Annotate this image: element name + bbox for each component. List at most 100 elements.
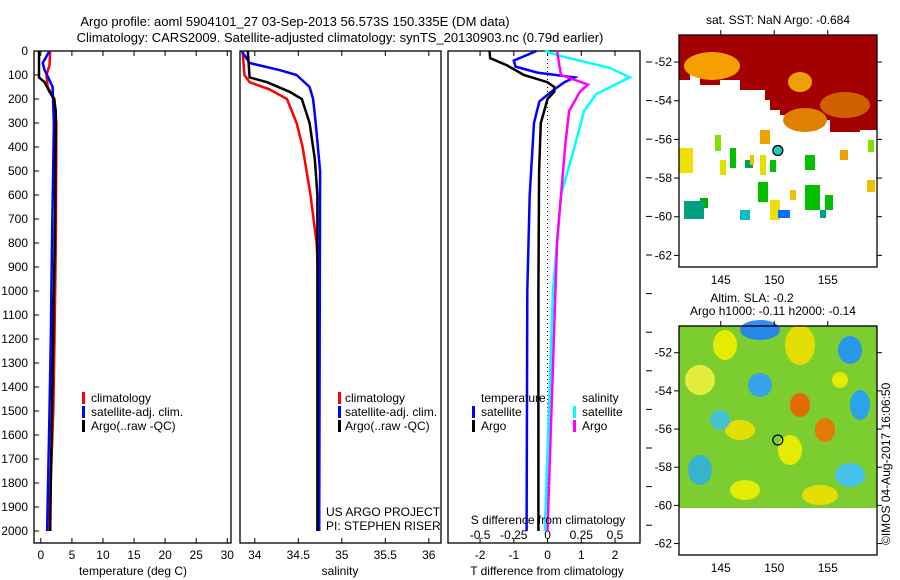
y-tick-label: -58 — [655, 171, 673, 185]
sst-pixel — [805, 155, 815, 170]
sst-patch — [783, 108, 827, 132]
sla-anomaly-blob — [685, 365, 715, 395]
sst-pixel — [778, 210, 790, 218]
sla-map — [679, 320, 877, 555]
series-line-satellite-adj-clim- — [41, 50, 56, 532]
y-tick-label: 200 — [8, 92, 28, 106]
sst-pixel — [840, 150, 848, 160]
x-tick-label: 36 — [422, 548, 436, 562]
series-line-satellite-adj-clim- — [240, 50, 322, 532]
x2-tick-label: 0.5 — [607, 528, 624, 542]
x2-tick-label: 0 — [544, 528, 551, 542]
sst-pixel — [760, 130, 770, 144]
diff-x2label: S difference from climatology — [471, 513, 626, 527]
plot-frame — [239, 50, 442, 544]
diff-xlabel: T difference from climatology — [470, 564, 624, 578]
legend-label: satellite — [582, 405, 623, 419]
legend-label: satellite-adj. clim. — [345, 405, 437, 419]
sla-anomaly-blob — [790, 393, 810, 417]
series-line-t-satellite — [512, 49, 579, 532]
legend-swatch-t-satellite — [472, 406, 475, 418]
temperature-legend: climatology satellite-adj. clim. Argo(..… — [82, 391, 183, 433]
y-tick-label: 600 — [8, 188, 28, 202]
sla-anomaly-blob — [730, 480, 760, 500]
sst-pixel — [720, 160, 726, 175]
sla-anomaly-blob — [725, 420, 755, 440]
figure-title-line2: Climatology: CARS2009. Satellite-adjuste… — [77, 30, 604, 45]
y-tick-label: 1700 — [1, 452, 28, 466]
temperature-xlabel: temperature (deg C) — [79, 564, 187, 578]
y-tick-label: 1500 — [1, 404, 28, 418]
legend-swatch-argo — [338, 420, 341, 432]
y-tick-label: 2000 — [1, 524, 28, 538]
legend-label: Argo — [582, 419, 608, 433]
sst-pixel — [867, 180, 875, 192]
legend-label: Argo(..raw -QC) — [91, 419, 176, 433]
x-tick-label: 0 — [544, 548, 551, 562]
x-tick-label: 34 — [248, 548, 262, 562]
sla-map-title-line2: Argo h1000: -0.11 h2000: -0.14 — [690, 304, 856, 318]
sla-anomaly-blob — [713, 330, 737, 360]
x-tick-label: 25 — [190, 548, 204, 562]
legend-header-temperature: temperature — [481, 391, 546, 405]
legend-label: climatology — [345, 391, 405, 405]
series-line-climatology — [241, 50, 321, 531]
legend-label: Argo(..raw -QC) — [345, 419, 430, 433]
x-tick-label: 150 — [764, 273, 784, 287]
sst-pixel — [805, 185, 820, 210]
y-tick-label: -60 — [655, 498, 673, 512]
y-tick-label: 800 — [8, 236, 28, 250]
salinity-xlabel: salinity — [322, 564, 359, 578]
sst-pixel — [825, 195, 833, 210]
legend-label: Argo — [481, 419, 507, 433]
sst-pixel — [684, 201, 704, 219]
y-tick-label: 100 — [8, 68, 28, 82]
y-tick-label: -56 — [655, 132, 673, 146]
x-tick-label: 155 — [818, 273, 838, 287]
series-line-argo-raw-qc- — [246, 50, 319, 531]
argo-position-marker — [772, 144, 784, 157]
plot-frame — [33, 50, 232, 544]
y-tick-label: 1400 — [1, 380, 28, 394]
x-tick-label: 30 — [221, 548, 235, 562]
sst-pixel — [790, 190, 796, 200]
x-tick-label: 5 — [69, 548, 76, 562]
difference-profile-plot: -2 -1 0 1 2 -0.5 -0.25 0 0.25 0.5 — [447, 49, 652, 562]
x2-tick-label: -0.5 — [470, 528, 491, 542]
sla-anomaly-blob — [785, 325, 815, 365]
map-frame — [678, 34, 878, 268]
legend-swatch-satellite — [338, 406, 341, 418]
y-tick-label: 900 — [8, 260, 28, 274]
pi-annotation: PI: STEPHEN RISER — [326, 519, 441, 533]
sst-pixel — [715, 135, 721, 151]
y-tick-label: 1300 — [1, 356, 28, 370]
legend-swatch-argo — [82, 420, 85, 432]
sst-pixel — [730, 148, 736, 168]
legend-swatch-s-satellite — [573, 406, 576, 418]
y-tick-label: -60 — [655, 210, 673, 224]
y-tick-label: 1600 — [1, 428, 28, 442]
series-line-argo-raw-qc- — [37, 51, 58, 532]
sst-pixel — [770, 200, 780, 220]
map-frame — [678, 325, 878, 556]
salinity-legend: climatology satellite-adj. clim. Argo(..… — [338, 391, 437, 433]
x2-tick-label: -0.25 — [500, 528, 528, 542]
y-tick-label: -52 — [655, 55, 673, 69]
y-tick-label: -54 — [655, 94, 673, 108]
x-tick-label: 150 — [764, 561, 784, 575]
x-tick-label: 10 — [96, 548, 110, 562]
y-tick-label: -62 — [655, 537, 673, 551]
y-tick-label: 300 — [8, 116, 28, 130]
sst-pixel — [760, 155, 766, 175]
x-tick-label: 0 — [37, 548, 44, 562]
x-tick-label: -2 — [475, 548, 486, 562]
x-tick-label: 1 — [578, 548, 585, 562]
sla-anomaly-blob — [740, 320, 780, 340]
legend-label: satellite-adj. clim. — [91, 405, 183, 419]
plot-frame — [447, 50, 641, 544]
legend-swatch-t-argo — [472, 420, 475, 432]
series-line-s-argo — [546, 50, 591, 532]
legend-swatch-s-argo — [573, 420, 576, 432]
difference-legend: temperature salinity satellite Argo sate… — [472, 391, 623, 433]
